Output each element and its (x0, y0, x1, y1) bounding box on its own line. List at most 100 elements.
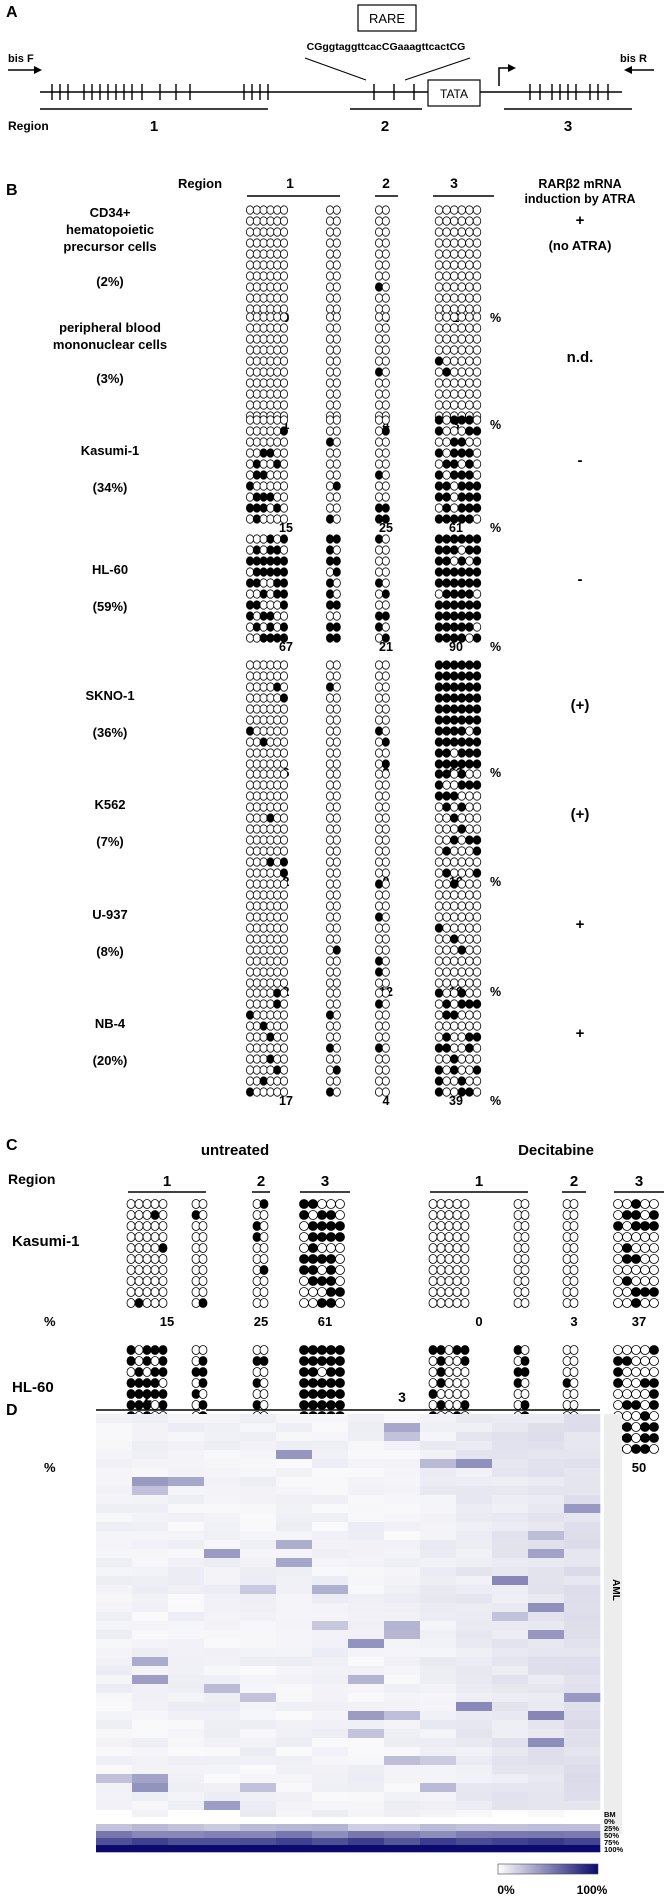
cpg-circle (472, 578, 482, 588)
heatmap-cell (456, 1432, 493, 1442)
cpg-circle (252, 802, 261, 812)
cpg-circle (273, 459, 282, 469)
cpg-circle (252, 578, 261, 588)
cpg-circle (442, 1010, 451, 1020)
cpg-circle (308, 1298, 318, 1308)
region-header-c: 2 (257, 1173, 265, 1190)
cpg-circle (259, 205, 268, 215)
panel-d: D 2 3 AML BM 0% 25% 50% 75% 100% 0% 100% (6, 1389, 624, 1897)
cpg-circle (465, 956, 474, 966)
cpg-circle (450, 345, 459, 355)
cpg-circle (434, 748, 444, 758)
reference-cell (276, 1824, 313, 1832)
cpg-circle (631, 1389, 641, 1399)
panel-b-label: B (6, 182, 18, 199)
heatmap-cell (564, 1711, 601, 1721)
cpg-circle (259, 1389, 269, 1399)
cpg-circle (381, 567, 390, 577)
cpg-circle (279, 556, 288, 566)
reference-cell (312, 1831, 349, 1839)
cpg-circle (279, 426, 288, 436)
cpg-circle (259, 824, 268, 834)
cpg-circle (428, 1345, 438, 1355)
heatmap-cell (276, 1612, 313, 1622)
cpg-circle (245, 1032, 254, 1042)
reference-cell (492, 1845, 529, 1853)
cpg-circle (434, 470, 444, 480)
cpg-circle (434, 693, 444, 703)
cpg-circle (142, 1287, 152, 1297)
cpg-circle (245, 600, 254, 610)
cpg-circle (465, 459, 474, 469)
cpg-circle (332, 912, 341, 922)
heatmap-cell (384, 1657, 421, 1667)
cpg-circle (335, 1265, 345, 1275)
cpg-circle (252, 988, 261, 998)
cpg-circle (381, 737, 390, 747)
cpg-circle (266, 589, 275, 599)
heatmap-cell (384, 1585, 421, 1595)
cpg-circle (434, 813, 444, 823)
cpg-circle (465, 934, 474, 944)
cpg-circle (381, 791, 390, 801)
cpg-circle (374, 748, 383, 758)
cpg-circle (472, 1021, 482, 1031)
cpg-circle (326, 1356, 336, 1366)
cpg-circle (649, 1389, 659, 1399)
heatmap-cell (312, 1522, 349, 1532)
heatmap-cell (420, 1666, 457, 1676)
cpg-circle (381, 934, 390, 944)
cpg-circle (434, 334, 444, 344)
cpg-circle (442, 611, 451, 621)
cpg-circle (472, 890, 482, 900)
cpg-circle (266, 704, 275, 714)
heatmap-cell (168, 1774, 205, 1784)
heatmap-cell (96, 1504, 133, 1514)
cpg-circle (252, 334, 261, 344)
percent-sign: % (490, 418, 501, 432)
cpg-circle (273, 448, 282, 458)
cpg-circle (273, 988, 282, 998)
cpg-circle (252, 312, 261, 322)
cpg-circle (457, 459, 466, 469)
heatmap-cell (204, 1441, 241, 1451)
heatmap-cell (456, 1468, 493, 1478)
cpg-circle (465, 780, 474, 790)
cpg-circle (332, 704, 341, 714)
induction-value: (+) (571, 806, 590, 823)
cpg-circle (252, 622, 261, 632)
cpg-circle (465, 227, 474, 237)
heatmap-cell (204, 1648, 241, 1658)
cpg-circle (308, 1389, 318, 1399)
cpg-circle (436, 1199, 446, 1209)
cpg-circle (472, 503, 482, 513)
cpg-circle (325, 356, 334, 366)
cpg-circle (457, 600, 466, 610)
heatmap-cell (420, 1639, 457, 1649)
heatmap-cell (204, 1702, 241, 1712)
cpg-circle (245, 633, 254, 643)
cpg-circle (266, 1043, 275, 1053)
cpg-circle (457, 988, 466, 998)
cpg-circle (457, 437, 466, 447)
cpg-circle (465, 715, 474, 725)
heatmap-cell (348, 1432, 385, 1442)
cpg-circle (442, 945, 451, 955)
cpg-circle (158, 1400, 168, 1410)
cpg-circle (472, 249, 482, 259)
cpg-circle (279, 988, 288, 998)
cpg-circle (457, 835, 466, 845)
cpg-circle (434, 589, 444, 599)
region-methylation-value: 61 (449, 521, 463, 535)
heatmap-cell (492, 1684, 529, 1694)
heatmap-cell (528, 1630, 565, 1640)
heatmap-cell (312, 1414, 349, 1424)
heatmap-cell (240, 1513, 277, 1523)
cpg-circle (252, 271, 261, 281)
cpg-circle (266, 682, 275, 692)
cpg-circle (150, 1345, 160, 1355)
cpg-circle (436, 1254, 446, 1264)
cpg-circle (273, 367, 282, 377)
cpg-circle (520, 1378, 530, 1388)
